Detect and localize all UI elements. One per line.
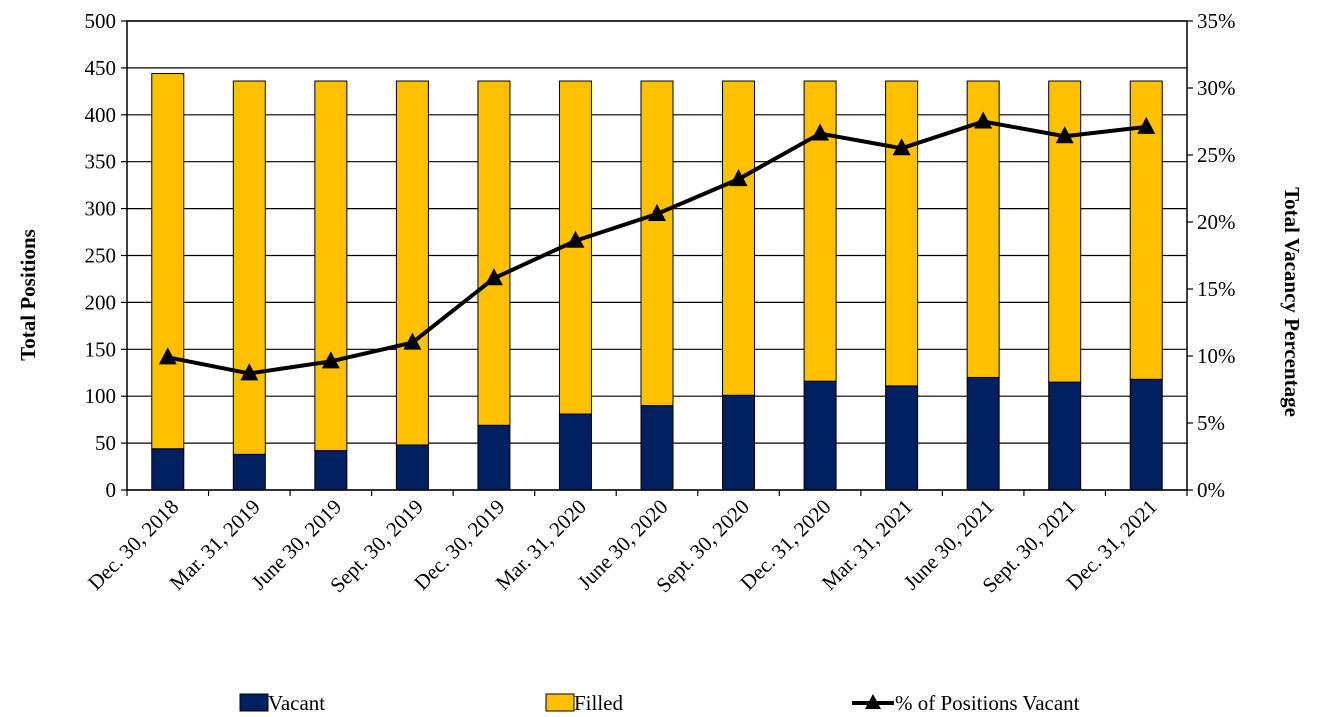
bar-filled (966, 80, 1000, 378)
legend-label-filled: Filled (574, 691, 624, 715)
bar-vacant (314, 450, 348, 491)
vacancy-line (158, 111, 1156, 381)
bar-vacant (232, 453, 266, 491)
bar-filled (1048, 80, 1082, 383)
bar-vacant (558, 413, 592, 491)
bar-filled (232, 80, 266, 455)
bar-vacant (885, 385, 919, 491)
left-tick-label: 50 (95, 431, 116, 455)
bar-filled (640, 80, 674, 407)
right-tick-label: 10% (1197, 344, 1236, 368)
bar-filled (722, 80, 756, 396)
bars (151, 73, 1163, 491)
bar-filled (477, 80, 511, 426)
right-axis-ticks: 0% 5% 10% 15% 20% 25% 30% 35% (1187, 9, 1236, 502)
bar-filled (885, 80, 919, 387)
left-tick-label: 450 (85, 56, 117, 80)
left-tick-label: 350 (85, 150, 117, 174)
left-tick-label: 0 (106, 478, 117, 502)
bar-vacant (803, 380, 837, 491)
bar-filled (395, 80, 429, 446)
right-tick-label: 20% (1197, 210, 1236, 234)
legend-label-vacancy: % of Positions Vacant (895, 691, 1080, 715)
bar-vacant (722, 394, 756, 491)
vacancy-marker (1055, 126, 1074, 144)
vacancy-marker (484, 268, 503, 286)
left-tick-label: 150 (85, 337, 117, 361)
legend: Vacant Filled % of Positions Vacant (239, 691, 1080, 715)
right-tick-label: 5% (1197, 411, 1225, 435)
vacancy-marker (158, 347, 177, 365)
vacancy-marker (566, 230, 585, 248)
left-axis-ticks: 0 50 100 150 200 250 300 350 400 450 500 (85, 9, 127, 502)
right-tick-label: 25% (1197, 143, 1236, 167)
bar-vacant (395, 444, 429, 491)
left-tick-label: 200 (85, 290, 117, 314)
left-tick-label: 250 (85, 244, 117, 268)
bar-vacant (966, 376, 1000, 491)
vacancy-marker (729, 169, 748, 187)
vacancy-marker (648, 203, 666, 221)
legend-marker-vacancy (865, 694, 881, 709)
right-tick-label: 30% (1197, 76, 1236, 100)
bar-vacant (151, 448, 185, 491)
vacancy-marker (974, 111, 993, 129)
legend-swatch-vacant (239, 693, 269, 712)
bar-filled (314, 80, 348, 452)
right-axis-title: Total Vacancy Percentage (1280, 187, 1304, 417)
bar-filled (151, 73, 185, 450)
left-axis-title: Total Positions (16, 229, 40, 361)
vacancy-marker (1137, 116, 1156, 134)
bar-vacant (477, 424, 511, 491)
vacancy-marker (892, 138, 911, 156)
left-tick-label: 300 (85, 197, 117, 221)
bar-vacant (640, 405, 674, 491)
left-tick-label: 500 (85, 9, 117, 33)
left-tick-label: 400 (85, 103, 117, 127)
bar-vacant (1129, 378, 1163, 491)
left-tick-label: 100 (85, 384, 117, 408)
right-tick-label: 0% (1197, 478, 1225, 502)
bar-vacant (1048, 381, 1082, 491)
right-tick-label: 35% (1197, 9, 1236, 33)
legend-label-vacant: Vacant (268, 691, 325, 715)
legend-swatch-filled (545, 693, 575, 712)
vacancy-marker (403, 332, 422, 350)
right-tick-label: 15% (1197, 277, 1236, 301)
vacancy-marker (240, 363, 259, 381)
vacancy-marker (321, 351, 340, 369)
vacancy-marker (811, 123, 830, 141)
